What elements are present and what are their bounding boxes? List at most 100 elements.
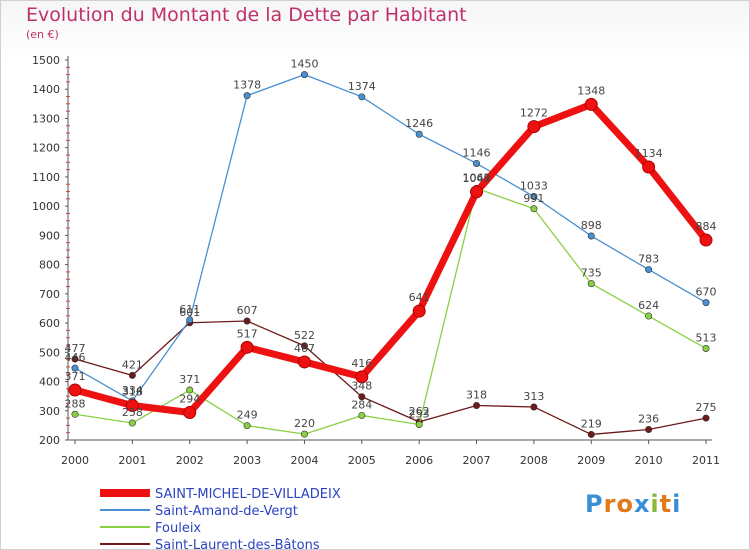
data-point	[300, 430, 308, 438]
y-tick-label: 900	[39, 229, 60, 242]
data-point	[530, 193, 538, 201]
data-label: 624	[638, 299, 659, 312]
x-tick-label: 2005	[348, 454, 376, 467]
data-label: 522	[294, 329, 315, 342]
data-label: 275	[696, 401, 717, 414]
data-point	[186, 386, 194, 394]
data-point	[587, 430, 595, 438]
y-tick-label: 1000	[32, 200, 60, 213]
data-point	[71, 410, 79, 418]
data-label: 288	[65, 397, 86, 410]
data-point	[186, 316, 194, 324]
data-point	[645, 266, 653, 274]
series-line	[74, 320, 707, 436]
data-label: 416	[351, 357, 372, 370]
data-point	[300, 71, 308, 79]
data-point	[415, 130, 423, 138]
data-label: 1134	[635, 147, 663, 160]
x-tick-label: 2000	[61, 454, 89, 467]
data-label: 670	[696, 286, 717, 299]
data-point	[699, 233, 713, 247]
data-label: 219	[581, 417, 602, 430]
data-point	[702, 299, 710, 307]
data-label: 294	[179, 393, 200, 406]
y-tick-label: 700	[39, 288, 60, 301]
data-label: 1450	[290, 58, 318, 71]
data-point	[243, 317, 251, 325]
y-tick-label: 1100	[32, 171, 60, 184]
data-label: 421	[122, 358, 143, 371]
data-point	[645, 312, 653, 320]
data-label: 258	[122, 406, 143, 419]
data-point	[125, 399, 139, 413]
data-label: 783	[638, 253, 659, 266]
series-line	[74, 73, 707, 402]
data-label: 1146	[463, 146, 491, 159]
chart-subtitle: (en €)	[26, 28, 59, 41]
data-label: 1378	[233, 79, 261, 92]
data-point	[358, 393, 366, 401]
data-point	[243, 92, 251, 100]
data-point	[527, 120, 541, 134]
data-label: 318	[122, 386, 143, 399]
data-label: 611	[179, 303, 200, 316]
x-tick-label: 2003	[233, 454, 261, 467]
data-point	[470, 185, 484, 199]
data-point	[300, 342, 308, 350]
data-point	[473, 402, 481, 410]
data-label: 601	[179, 306, 200, 319]
data-point	[71, 364, 79, 372]
y-tick-label: 800	[39, 259, 60, 272]
x-tick-label: 2001	[118, 454, 146, 467]
data-point	[128, 419, 136, 427]
x-tick-label: 2006	[405, 454, 433, 467]
data-point	[243, 422, 251, 430]
data-label: 313	[523, 390, 544, 403]
data-label: 607	[237, 304, 258, 317]
x-tick-label: 2007	[463, 454, 491, 467]
data-label: 735	[581, 267, 602, 280]
data-label: 1246	[405, 117, 433, 130]
data-label: 517	[237, 327, 258, 340]
chart-series	[68, 71, 713, 438]
y-tick-label: 300	[39, 405, 60, 418]
data-label: 318	[466, 389, 487, 402]
data-label: 1049	[463, 172, 491, 185]
y-tick-label: 500	[39, 346, 60, 359]
data-point	[530, 205, 538, 213]
data-point	[297, 355, 311, 369]
data-point	[183, 406, 197, 420]
data-point	[642, 160, 656, 174]
data-label: 477	[65, 342, 86, 355]
data-label: 991	[523, 192, 544, 205]
data-label: 236	[638, 412, 659, 425]
data-label: 1374	[348, 80, 376, 93]
data-label: 220	[294, 417, 315, 430]
data-label: 641	[409, 291, 430, 304]
data-point	[358, 411, 366, 419]
x-tick-label: 2009	[577, 454, 605, 467]
data-label: 334	[122, 384, 143, 397]
y-tick-label: 400	[39, 376, 60, 389]
y-tick-label: 1300	[32, 112, 60, 125]
data-point	[358, 93, 366, 101]
data-point	[587, 232, 595, 240]
data-point	[702, 345, 710, 353]
x-tick-label: 2004	[290, 454, 318, 467]
data-label: 884	[696, 220, 717, 233]
data-label: 1033	[520, 180, 548, 193]
y-tick-label: 1400	[32, 83, 60, 96]
chart-legend: SAINT-MICHEL-DE-VILLADEIX Saint-Amand-de-…	[100, 487, 341, 550]
data-label: 371	[65, 370, 86, 383]
legend-label: Saint-Amand-de-Vergt	[155, 504, 298, 519]
series-line	[71, 100, 710, 417]
x-tick-label: 2010	[635, 454, 663, 467]
data-point	[473, 159, 481, 167]
data-point	[71, 355, 79, 363]
legend-label: Saint-Laurent-des-Bâtons	[155, 538, 320, 550]
x-tick-label: 2002	[176, 454, 204, 467]
data-point	[584, 97, 598, 111]
data-label: 253	[409, 408, 430, 421]
data-point	[68, 383, 82, 397]
